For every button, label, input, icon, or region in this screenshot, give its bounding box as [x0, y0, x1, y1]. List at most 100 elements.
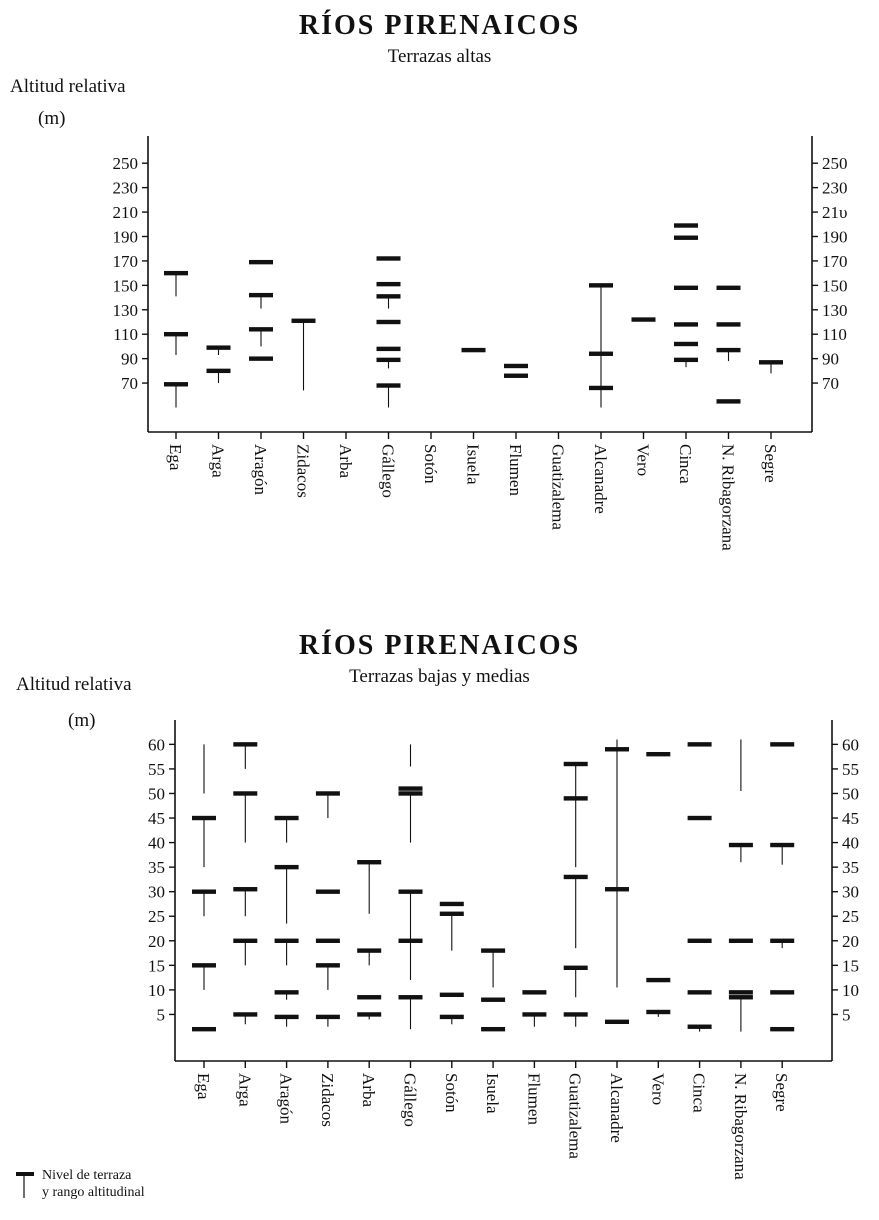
terrace-level-n-ribagorzana	[716, 399, 741, 404]
terrace-level-zidacos	[315, 889, 340, 894]
terrace-level-arga	[233, 1012, 258, 1017]
y-tick-label-right: 5	[842, 1005, 851, 1024]
terrace-level-arga	[233, 938, 258, 943]
terrace-level-flumen	[522, 1012, 547, 1017]
x-tick-label-aragon: Aragón	[251, 444, 270, 495]
terrace-level-vero	[631, 317, 656, 322]
y-tick-label-right: 70	[822, 374, 839, 393]
terrace-level-zidacos	[291, 318, 316, 323]
y-tick-label-left: 25	[148, 907, 165, 926]
x-tick-label-guatizalema: Guatizalema	[549, 444, 568, 530]
terrace-level-cinca	[687, 742, 712, 747]
terrace-level-cinca	[674, 223, 698, 228]
y-tick-label-left: 130	[113, 301, 139, 320]
terrace-level-segre	[770, 1026, 795, 1032]
terrace-level-vero	[646, 1009, 671, 1015]
terrace-level-arga	[233, 742, 258, 747]
terrace-level-gallego	[376, 346, 401, 352]
terrace-level-isuela	[481, 1026, 506, 1032]
bottom-y-axis-unit: (m)	[68, 710, 96, 731]
terrace-level-gallego	[376, 256, 401, 261]
x-tick-label-arba: Arba	[359, 1073, 378, 1107]
y-tick-label-left: 10	[148, 981, 165, 1000]
y-tick-label-right: 20	[842, 932, 859, 951]
terrace-level-gallego	[376, 294, 401, 299]
terrace-level-gallego	[398, 786, 423, 791]
x-tick-label-alcanadre: Alcanadre	[607, 1073, 626, 1143]
terrace-level-arga	[233, 887, 258, 892]
x-tick-label-ega: Ega	[166, 444, 185, 471]
terrace-level-arga	[206, 368, 231, 374]
y-tick-label-right: 15	[842, 956, 859, 975]
terrace-level-alcanadre	[605, 1019, 629, 1025]
terrace-level-isuela	[461, 347, 486, 353]
y-tick-label-right: 60	[842, 735, 859, 754]
terrace-level-ega	[164, 382, 188, 387]
terrace-level-alcanadre	[589, 385, 613, 391]
terrace-level-n-ribagorzana	[728, 938, 753, 943]
y-tick-label-right: 21υ	[822, 203, 847, 222]
terrace-level-aragon	[274, 938, 299, 943]
x-tick-label-segre: Segre	[761, 444, 780, 483]
terrace-level-segre	[770, 990, 795, 995]
terrace-level-cinca	[674, 341, 698, 347]
terrace-level-soton	[439, 911, 464, 916]
terrace-level-ega	[164, 270, 188, 276]
bottom-chart-title: RÍOS PIRENAICOS	[298, 630, 581, 661]
terrace-level-isuela	[481, 997, 506, 1002]
terrace-level-aragon	[274, 990, 299, 995]
terrace-level-arga	[233, 791, 258, 796]
terrace-level-segre	[770, 742, 795, 747]
terrace-level-arba	[357, 995, 382, 1000]
terrace-level-segre	[759, 360, 783, 365]
x-tick-label-segre: Segre	[772, 1073, 791, 1112]
terrace-level-cinca	[674, 285, 698, 290]
terrace-level-gallego	[376, 281, 401, 287]
bottom-y-axis-label: Altitud relativa	[16, 674, 132, 695]
terrace-level-vero	[646, 977, 671, 983]
y-tick-label-right: 150	[822, 276, 848, 295]
x-tick-label-isuela: Isuela	[483, 1073, 502, 1114]
y-tick-label-right: 190	[822, 228, 848, 247]
x-tick-label-flumen: Flumen	[524, 1073, 543, 1125]
terrace-level-alcanadre	[605, 747, 629, 752]
y-tick-label-left: 70	[121, 374, 138, 393]
terrace-level-arba	[357, 1012, 382, 1017]
x-tick-label-zidacos: Zidacos	[318, 1073, 337, 1127]
terrace-level-n-ribagorzana	[728, 990, 753, 995]
y-tick-label-right: 35	[842, 858, 859, 877]
y-tick-label-left: 20	[148, 932, 165, 951]
terrace-level-n-ribagorzana	[716, 285, 741, 290]
terrace-level-alcanadre	[589, 351, 613, 356]
terrace-level-flumen	[504, 373, 528, 378]
y-tick-label-left: 45	[148, 809, 165, 828]
top-chart-subtitle: Terrazas altas	[387, 46, 492, 67]
x-tick-label-alcanadre: Alcanadre	[591, 444, 610, 514]
x-tick-label-ega: Ega	[194, 1073, 213, 1100]
y-tick-label-left: 35	[148, 858, 165, 877]
y-tick-label-left: 170	[113, 252, 139, 271]
terrace-level-gallego	[398, 889, 423, 894]
terrace-level-cinca	[687, 1024, 712, 1029]
x-tick-label-arba: Arba	[336, 444, 355, 478]
legend-line-2: y rango altitudinal	[42, 1185, 145, 1200]
terrace-level-aragon	[249, 327, 273, 332]
terrace-level-flumen	[522, 990, 547, 995]
terrace-level-ega	[164, 332, 188, 337]
terrace-level-guatizalema	[563, 796, 588, 801]
terrace-level-isuela	[481, 948, 506, 953]
y-tick-label-left: 50	[148, 784, 165, 803]
terrace-level-alcanadre	[589, 283, 613, 288]
terrace-level-gallego	[376, 383, 401, 388]
y-tick-label-right: 230	[822, 179, 848, 198]
y-tick-label-right: 10	[842, 981, 859, 1000]
x-tick-label-gallego: Gállego	[379, 444, 398, 498]
x-tick-label-n-ribagorzana: N. Ribagorzana	[719, 444, 738, 551]
terrace-level-aragon	[274, 864, 299, 870]
terrace-level-alcanadre	[605, 887, 629, 892]
terrace-level-soton	[439, 992, 464, 998]
x-tick-label-vero: Vero	[634, 444, 653, 476]
terrace-level-cinca	[687, 815, 712, 821]
y-tick-label-right: 130	[822, 301, 848, 320]
